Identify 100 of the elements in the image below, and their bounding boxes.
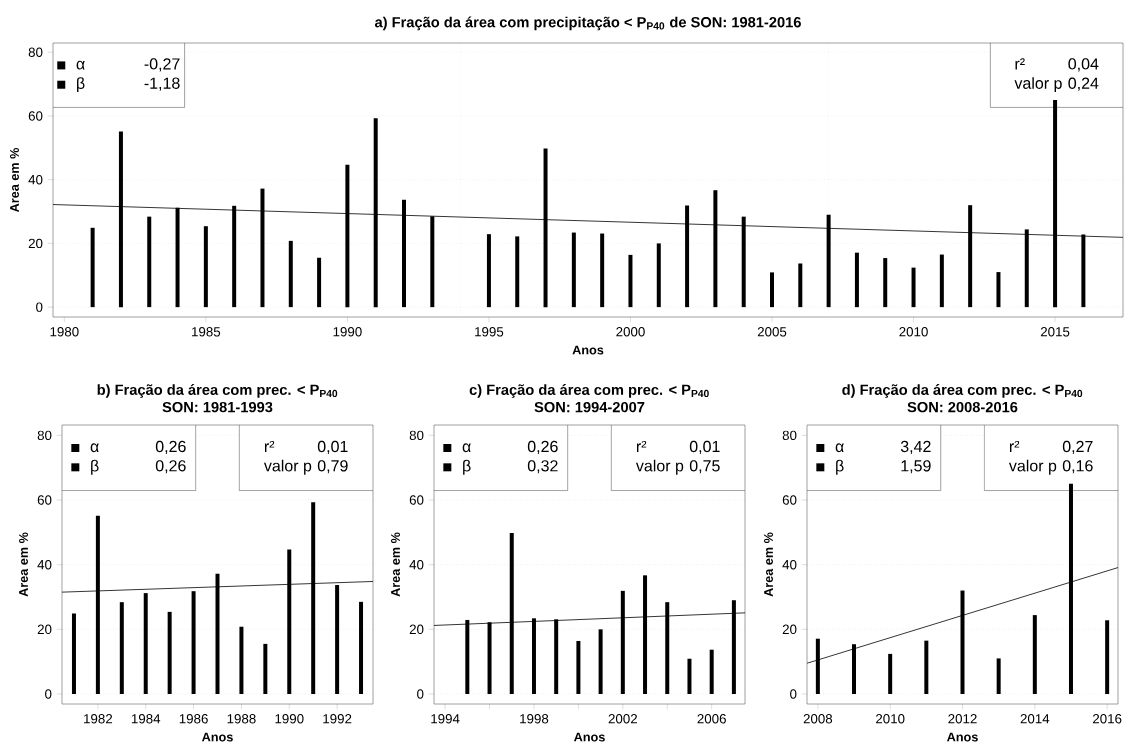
y-tick-label: 40 <box>28 174 43 185</box>
bar <box>770 272 774 308</box>
y-tick-label: 40 <box>37 559 52 570</box>
bar <box>486 234 491 308</box>
y-axis-title: Area em % <box>764 532 773 597</box>
y-tick-label: 60 <box>409 495 424 505</box>
x-tick-label: 1985 <box>192 327 221 337</box>
bar <box>119 602 124 694</box>
annotation: 0,26 <box>155 460 186 474</box>
bar <box>996 658 1001 694</box>
annotation: α <box>76 60 85 70</box>
bar <box>263 643 268 694</box>
bar <box>71 613 76 694</box>
y-tick-label: 60 <box>782 495 797 505</box>
x-tick-label: 2012 <box>948 714 977 724</box>
x-tick-label: 1984 <box>131 714 161 724</box>
x-tick-label: 2016 <box>1092 714 1122 724</box>
y-tick-label: 60 <box>28 111 43 121</box>
annotation: valor p <box>1008 459 1057 475</box>
annotation: 1,59 <box>901 460 931 474</box>
annotation: α <box>90 443 99 453</box>
annotation: r² <box>1009 440 1020 452</box>
x-tick-label: 1994 <box>431 714 460 724</box>
y-tick-label: 0 <box>790 689 797 699</box>
y-tick-label: 20 <box>28 238 43 249</box>
annotation: 0,75 <box>689 460 720 474</box>
y-tick-label: 0 <box>417 689 424 699</box>
chart-title: b) Fração da área com prec. < P$_{P40}$ <box>97 384 338 398</box>
y-tick-label: 0 <box>36 302 43 312</box>
bar <box>317 257 322 308</box>
x-tick-label: 1990 <box>275 714 304 724</box>
x-tick-label: 1995 <box>475 327 504 337</box>
annotation: β <box>77 77 85 93</box>
annotation: valor p <box>635 459 684 475</box>
x-axis-title: Anos <box>946 732 978 742</box>
annotation: α <box>835 443 844 453</box>
chart-title: a) Fração da área com precipitação < P$_{P40}$ de SON: 1981-2016 <box>374 16 801 31</box>
chart-title: c) Fração da área com prec. < P$_{P40}$ <box>469 384 709 398</box>
bar <box>798 263 803 308</box>
annotation: 0,26 <box>155 440 186 455</box>
bar <box>143 593 148 694</box>
annotation: -1,18 <box>144 77 180 91</box>
y-tick-label: 0 <box>45 689 52 699</box>
x-tick-label: 1982 <box>84 714 113 724</box>
x-axis-title: Anos <box>201 732 233 742</box>
y-tick-label: 20 <box>37 624 52 635</box>
x-tick-label: 2005 <box>757 327 787 337</box>
x-tick-label: 2010 <box>899 327 928 337</box>
y-tick-label: 60 <box>37 495 52 505</box>
bar <box>854 252 859 308</box>
annotation: 0,79 <box>317 460 348 474</box>
bar <box>628 254 633 308</box>
bar <box>167 611 172 694</box>
bar <box>598 629 603 694</box>
bar <box>90 227 95 308</box>
bar <box>687 658 692 694</box>
y-tick-label: 40 <box>782 559 797 570</box>
annotation: 0,01 <box>689 440 720 455</box>
bar <box>996 272 1001 308</box>
x-tick-label: 1988 <box>227 714 256 724</box>
annotation: 0,01 <box>317 440 348 455</box>
annotation: 0,16 <box>1062 460 1093 474</box>
bar <box>939 254 944 308</box>
annotation: 0,27 <box>1062 440 1093 455</box>
y-tick-label: 20 <box>409 624 424 635</box>
annotation: valor p <box>263 459 312 475</box>
bar <box>883 258 888 308</box>
bar <box>359 601 364 694</box>
bar <box>600 233 605 308</box>
x-tick-label: 2015 <box>1040 327 1070 337</box>
annotation: 0,24 <box>1068 77 1099 91</box>
annotation: 0,26 <box>527 440 558 455</box>
annotation: r² <box>264 440 275 452</box>
y-axis-title: Area em % <box>391 532 400 597</box>
bar <box>1105 620 1110 694</box>
y-tick-label: 80 <box>37 430 52 441</box>
x-tick-label: 1998 <box>520 714 549 724</box>
y-tick-label: 80 <box>28 47 43 57</box>
chart-subtitle: SON: 1994-2007 <box>534 401 645 413</box>
bar <box>709 649 714 694</box>
x-tick-label: 2006 <box>697 714 726 724</box>
bar <box>335 585 340 694</box>
annotation: valor p <box>1014 77 1062 93</box>
annotation: 0,04 <box>1068 58 1099 72</box>
x-tick-label: 1986 <box>179 714 208 724</box>
annotation: r² <box>636 440 647 452</box>
bar <box>191 591 196 694</box>
bar <box>911 267 916 308</box>
annotation: 3,42 <box>900 440 931 455</box>
chart-subtitle: SON: 1981-1993 <box>162 401 273 413</box>
y-tick-label: 40 <box>409 559 424 570</box>
x-tick-label: 1980 <box>50 327 79 337</box>
bar <box>239 626 244 694</box>
bar <box>147 216 152 308</box>
bar <box>203 226 208 308</box>
annotation: -0,27 <box>144 58 180 72</box>
bar <box>888 653 893 694</box>
bar <box>515 236 520 308</box>
annotation: r² <box>1015 58 1025 70</box>
annotation: β <box>836 459 844 475</box>
